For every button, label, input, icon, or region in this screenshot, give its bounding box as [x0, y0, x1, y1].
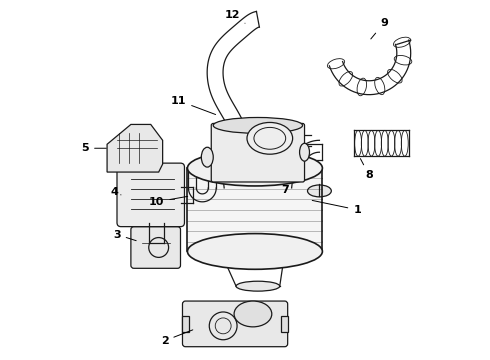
Ellipse shape	[299, 143, 310, 161]
Ellipse shape	[201, 147, 213, 167]
Text: 3: 3	[113, 230, 136, 241]
Ellipse shape	[188, 150, 322, 186]
FancyBboxPatch shape	[182, 301, 288, 347]
Bar	[182, 316, 190, 332]
Ellipse shape	[236, 281, 280, 291]
Text: 1: 1	[312, 201, 361, 215]
FancyBboxPatch shape	[211, 123, 305, 182]
Text: 11: 11	[171, 96, 216, 114]
Ellipse shape	[247, 122, 293, 154]
Ellipse shape	[234, 301, 272, 327]
Text: 12: 12	[224, 10, 245, 23]
Ellipse shape	[213, 117, 302, 133]
Polygon shape	[107, 125, 163, 172]
Ellipse shape	[292, 156, 303, 180]
Text: 5: 5	[81, 143, 106, 153]
FancyBboxPatch shape	[117, 163, 184, 227]
Text: 7: 7	[281, 180, 297, 195]
Ellipse shape	[308, 185, 331, 197]
Text: 10: 10	[149, 196, 188, 207]
Bar	[188, 168, 322, 252]
Ellipse shape	[188, 234, 322, 269]
Text: 6: 6	[248, 155, 259, 178]
Text: 8: 8	[361, 159, 373, 180]
Text: 2: 2	[161, 330, 193, 346]
Text: 9: 9	[371, 18, 388, 39]
Bar	[281, 316, 288, 332]
Text: 4: 4	[110, 187, 121, 197]
FancyBboxPatch shape	[131, 227, 180, 268]
